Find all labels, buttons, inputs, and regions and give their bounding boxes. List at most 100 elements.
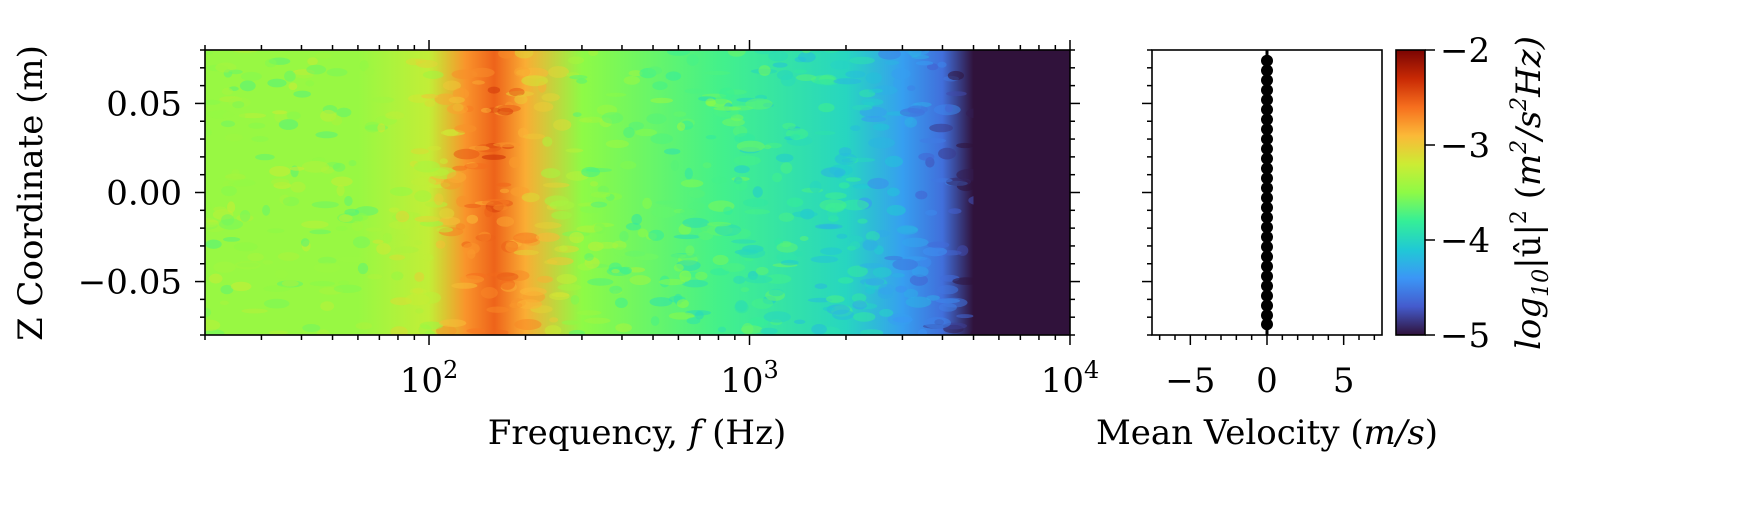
heatmap-cell (577, 263, 594, 271)
heatmap-cell (680, 179, 704, 188)
heatmap-cell (446, 171, 467, 183)
heatmap-cell (667, 50, 691, 56)
heatmap-cell (551, 211, 572, 220)
heatmap-cell (355, 322, 373, 330)
heatmap-cell (686, 317, 701, 325)
heatmap-cell (514, 66, 531, 78)
heatmap-cell (534, 222, 562, 229)
heatmap-cell (435, 240, 446, 249)
heatmap-cell (338, 280, 350, 285)
heatmap-cell (205, 99, 221, 105)
heatmap-cell (741, 323, 754, 335)
heatmap-cell (780, 162, 793, 174)
heatmap-cell (480, 107, 492, 113)
heatmap-cell (388, 207, 400, 213)
heatmap-cell (414, 215, 440, 223)
heatmap-cell (698, 230, 714, 241)
colorbar-label: log10|û|2 (m2/s2Hz) (1507, 36, 1554, 350)
heatmap-cell (371, 96, 395, 104)
heatmap-cell (271, 178, 290, 186)
heatmap-cell (956, 314, 974, 319)
heatmap-cell (247, 252, 264, 262)
heatmap-cell (466, 214, 479, 224)
heatmap-cell (703, 70, 731, 76)
heatmap-cell (559, 245, 568, 252)
velocity-point (1261, 309, 1273, 322)
heatmap-cell (255, 153, 275, 161)
heatmap-cell (946, 91, 967, 97)
colorbar: −2 −3 −4 −5 log10|û|2 (m2/s2Hz) (1395, 31, 1554, 356)
heatmap-cell (852, 300, 867, 310)
heatmap-cell (565, 148, 584, 153)
heatmap-cell (780, 74, 796, 87)
heatmap-cell (290, 181, 306, 193)
heatmap-cell (225, 133, 244, 142)
heatmap-cell (332, 162, 346, 172)
heatmap-panel: 102 103 104 0.05 0.00 −0.05 Frequency, f (Hz… (11, 40, 1099, 453)
heatmap-cell (884, 60, 900, 65)
heatmap-cell (857, 218, 868, 224)
x-tick-label: 103 (720, 356, 779, 401)
heatmap-cell (344, 195, 353, 207)
heatmap-cell (410, 177, 437, 186)
heatmap-cell (595, 241, 619, 249)
heatmap-cell (852, 104, 873, 111)
heatmap-cell (736, 140, 765, 152)
heatmap-cell (290, 166, 305, 171)
colorbar-tick-label: −3 (1440, 126, 1490, 166)
heatmap-x-ticks: 102 103 104 (204, 40, 1099, 401)
heatmap-cell (213, 261, 236, 273)
heatmap-cell (414, 240, 422, 246)
heatmap-cell (468, 145, 490, 151)
heatmap-cell (267, 228, 285, 234)
heatmap-cell (860, 329, 884, 335)
heatmap-cell (396, 234, 409, 241)
heatmap-cell (825, 202, 845, 213)
heatmap-cell (240, 71, 262, 81)
y-tick-label: 0.05 (106, 84, 182, 124)
heatmap-cell (713, 106, 742, 111)
heatmap-cell (833, 78, 862, 85)
heatmap-cell (391, 271, 404, 281)
heatmap-cell (650, 133, 674, 145)
heatmap-cell (367, 274, 383, 280)
heatmap-cell (221, 185, 237, 197)
velocity-point (1261, 231, 1273, 244)
heatmap-cell (333, 284, 362, 293)
heatmap-cell (865, 72, 882, 84)
heatmap-cell (521, 75, 549, 87)
heatmap-cell (891, 68, 911, 80)
heatmap-cell (269, 166, 291, 177)
heatmap-cell (768, 50, 789, 62)
heatmap-cell (277, 252, 300, 261)
heatmap-cell (514, 50, 534, 59)
heatmap-cell (475, 234, 496, 242)
heatmap-cell (219, 218, 243, 230)
heatmap-cell (331, 115, 343, 126)
velocity-point (1261, 289, 1273, 302)
heatmap-cell (772, 172, 783, 183)
velocity-point (1261, 103, 1273, 116)
heatmap-cell (673, 111, 687, 117)
heatmap-cell (892, 316, 913, 323)
heatmap-cell (734, 301, 749, 314)
heatmap-cell (623, 76, 640, 85)
heatmap-cell (884, 155, 904, 168)
heatmap-cell (551, 292, 570, 298)
heatmap-cell (439, 216, 461, 226)
velocity-point (1261, 64, 1273, 77)
heatmap-cell (514, 319, 542, 330)
heatmap-cell (422, 253, 434, 262)
heatmap-cell (915, 61, 934, 66)
heatmap-cell (436, 325, 457, 335)
heatmap-cell (584, 253, 594, 261)
heatmap-cell (336, 107, 352, 118)
heatmap-cell (845, 177, 862, 182)
heatmap-cell (637, 228, 648, 238)
heatmap-cell (861, 116, 887, 123)
heatmap-cell (825, 192, 847, 200)
heatmap-cell (282, 196, 300, 207)
heatmap-cell (947, 70, 965, 81)
heatmap-cell (613, 247, 628, 257)
heatmap-cell (776, 242, 798, 253)
